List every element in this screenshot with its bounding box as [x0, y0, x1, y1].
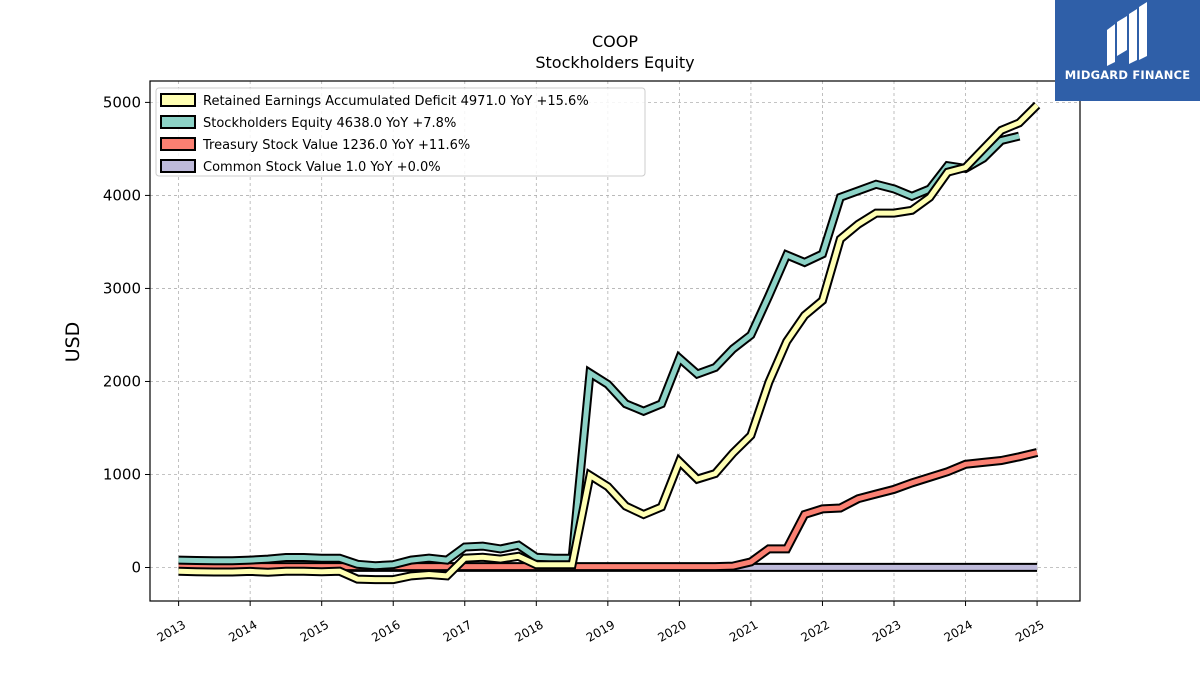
x-tick-label: 2015 — [298, 617, 331, 644]
x-tick-label: 2023 — [870, 617, 903, 644]
legend-entry-stockholders-equity: Stockholders Equity 4638.0 YoY +7.8% — [160, 115, 456, 131]
y-tick-label: 0 — [131, 559, 141, 577]
x-tick-label: 2016 — [369, 617, 402, 644]
plot-frame — [149, 80, 1081, 602]
y-axis: 0 1000 2000 3000 4000 5000 — [103, 93, 150, 577]
chart-title: COOP — [592, 32, 638, 51]
legend-label: Stockholders Equity 4638.0 YoY +7.8% — [203, 116, 456, 131]
series-line — [178, 103, 1039, 583]
x-tick-label: 2013 — [155, 617, 188, 644]
x-tick-label: 2022 — [799, 617, 832, 644]
series-line-outline — [178, 131, 1021, 571]
legend-swatch — [160, 93, 196, 107]
x-tick-label: 2025 — [1013, 617, 1046, 644]
y-tick-label: 3000 — [103, 279, 141, 297]
y-tick-label: 5000 — [103, 93, 141, 111]
y-tick-label: 2000 — [103, 372, 141, 390]
x-tick-label: 2021 — [727, 617, 760, 644]
x-tick-label: 2020 — [655, 617, 688, 644]
x-axis: 2013 2014 2015 2016 2017 2018 2019 2020 2021 2022… — [155, 601, 1047, 645]
legend-entry-treasury-stock-value: Treasury Stock Value 1236.0 YoY +11.6% — [160, 137, 470, 153]
x-tick-label: 2018 — [512, 617, 545, 644]
legend: Retained Earnings Accumulated Deficit 49… — [155, 87, 646, 177]
x-tick-label: 2014 — [226, 617, 259, 644]
brand-name: MIDGARD FINANCE — [1064, 68, 1191, 82]
chart-subtitle: Stockholders Equity — [535, 53, 694, 72]
legend-swatch — [160, 159, 196, 173]
series-stockholders-equity — [178, 131, 1021, 571]
series-layer — [178, 101, 1041, 585]
legend-entry-retained-earnings-accumulated-deficit: Retained Earnings Accumulated Deficit 49… — [160, 93, 589, 109]
y-axis-label: USD — [62, 322, 84, 363]
logo-mark-icon — [1107, 2, 1147, 66]
x-tick-label: 2019 — [584, 617, 617, 644]
brand-logo: MIDGARD FINANCE — [1055, 0, 1200, 101]
x-tick-label: 2017 — [441, 617, 474, 644]
legend-box — [155, 87, 646, 177]
legend-label: Treasury Stock Value 1236.0 YoY +11.6% — [202, 138, 470, 153]
legend-label: Common Stock Value 1.0 YoY +0.0% — [203, 160, 441, 175]
y-tick-label: 4000 — [103, 186, 141, 204]
series-retained-earnings-accumulated-deficit — [178, 101, 1041, 585]
legend-swatch — [160, 115, 196, 129]
series-line — [178, 133, 1020, 569]
x-tick-label: 2024 — [942, 617, 975, 644]
y-tick-label: 1000 — [103, 465, 141, 483]
legend-label: Retained Earnings Accumulated Deficit 49… — [203, 94, 589, 109]
legend-swatch — [160, 137, 196, 151]
legend-entry-common-stock-value: Common Stock Value 1.0 YoY +0.0% — [160, 159, 441, 175]
